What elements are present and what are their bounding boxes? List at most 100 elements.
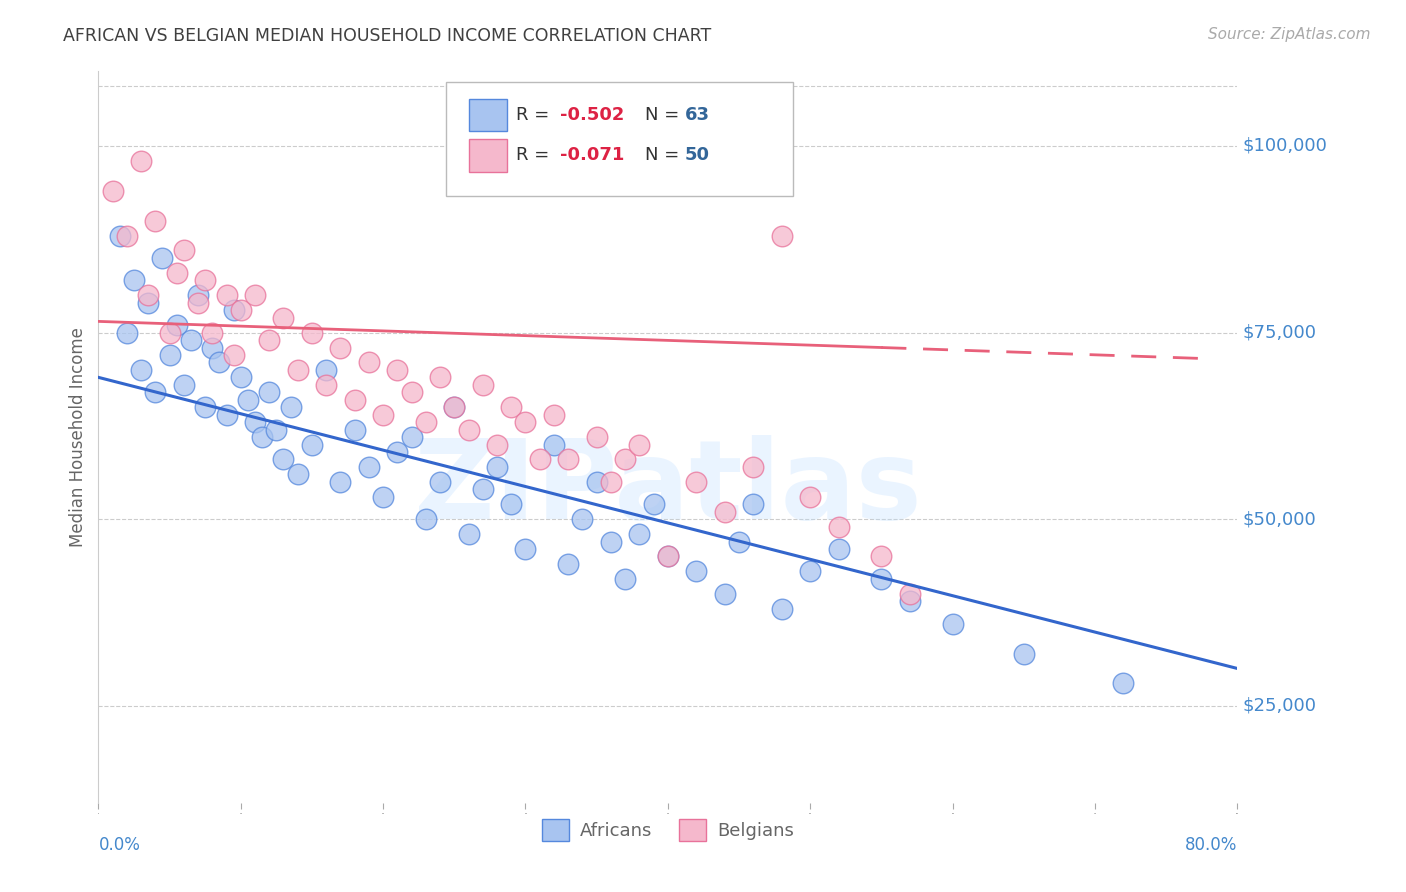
Text: -0.071: -0.071: [560, 146, 624, 164]
Point: [387, 363, 409, 377]
Point: [401, 385, 423, 400]
Point: [529, 452, 551, 467]
Point: [471, 483, 494, 497]
Point: [273, 452, 295, 467]
Point: [129, 363, 152, 377]
Point: [152, 251, 174, 265]
Point: [486, 459, 509, 474]
Point: [343, 423, 366, 437]
Point: [115, 228, 138, 243]
Point: [429, 370, 451, 384]
Point: [728, 534, 751, 549]
Point: [287, 467, 309, 482]
Point: [259, 333, 281, 347]
Point: [273, 310, 295, 325]
Point: [401, 430, 423, 444]
Point: [571, 512, 593, 526]
Text: 63: 63: [685, 106, 710, 124]
Text: N =: N =: [645, 106, 685, 124]
Point: [222, 303, 245, 318]
Text: R =: R =: [516, 146, 555, 164]
Point: [628, 437, 651, 451]
Point: [194, 401, 217, 415]
Point: [129, 153, 152, 168]
Point: [173, 377, 195, 392]
Point: [585, 430, 607, 444]
Point: [1112, 676, 1135, 690]
Point: [159, 348, 181, 362]
Point: [415, 512, 437, 526]
Point: [770, 228, 793, 243]
Point: [714, 505, 737, 519]
Point: [557, 557, 579, 571]
Point: [315, 363, 337, 377]
Text: -0.502: -0.502: [560, 106, 624, 124]
Point: [614, 572, 637, 586]
Text: $100,000: $100,000: [1243, 137, 1327, 155]
Point: [770, 601, 793, 615]
Text: N =: N =: [645, 146, 685, 164]
Point: [371, 408, 394, 422]
Point: [685, 565, 707, 579]
Point: [870, 549, 893, 564]
Point: [215, 288, 238, 302]
Y-axis label: Median Household Income: Median Household Income: [69, 327, 87, 547]
Point: [714, 587, 737, 601]
Point: [201, 341, 224, 355]
Point: [371, 490, 394, 504]
Point: [657, 549, 679, 564]
Point: [628, 527, 651, 541]
Point: [194, 273, 217, 287]
Legend: Africans, Belgians: Africans, Belgians: [534, 812, 801, 848]
Point: [215, 408, 238, 422]
Point: [173, 244, 195, 258]
Point: [515, 542, 537, 557]
Point: [501, 497, 523, 511]
Point: [229, 370, 252, 384]
Text: 80.0%: 80.0%: [1185, 836, 1237, 854]
Point: [229, 303, 252, 318]
Point: [259, 385, 281, 400]
Text: 50: 50: [685, 146, 710, 164]
Point: [236, 392, 259, 407]
Point: [799, 565, 821, 579]
Point: [515, 415, 537, 429]
Text: R =: R =: [516, 106, 555, 124]
Point: [387, 445, 409, 459]
Point: [280, 401, 302, 415]
Point: [643, 497, 665, 511]
Point: [136, 295, 159, 310]
Point: [266, 423, 288, 437]
Point: [115, 326, 138, 340]
Point: [159, 326, 181, 340]
Point: [685, 475, 707, 489]
Point: [557, 452, 579, 467]
Point: [443, 401, 465, 415]
Text: $75,000: $75,000: [1243, 324, 1317, 342]
Point: [457, 527, 479, 541]
Point: [108, 228, 131, 243]
Point: [329, 341, 352, 355]
Point: [828, 542, 851, 557]
Point: [898, 587, 921, 601]
Point: [870, 572, 893, 586]
Point: [145, 213, 167, 227]
Point: [145, 385, 167, 400]
Point: [101, 184, 124, 198]
Point: [208, 355, 231, 369]
Point: [166, 318, 188, 332]
Point: [180, 333, 202, 347]
Point: [614, 452, 637, 467]
Point: [585, 475, 607, 489]
Point: [287, 363, 309, 377]
Point: [301, 437, 323, 451]
Point: [343, 392, 366, 407]
Point: [543, 408, 565, 422]
Point: [543, 437, 565, 451]
FancyBboxPatch shape: [468, 139, 508, 171]
FancyBboxPatch shape: [446, 82, 793, 195]
Point: [315, 377, 337, 392]
FancyBboxPatch shape: [468, 99, 508, 131]
Text: 0.0%: 0.0%: [98, 836, 141, 854]
Point: [828, 519, 851, 533]
